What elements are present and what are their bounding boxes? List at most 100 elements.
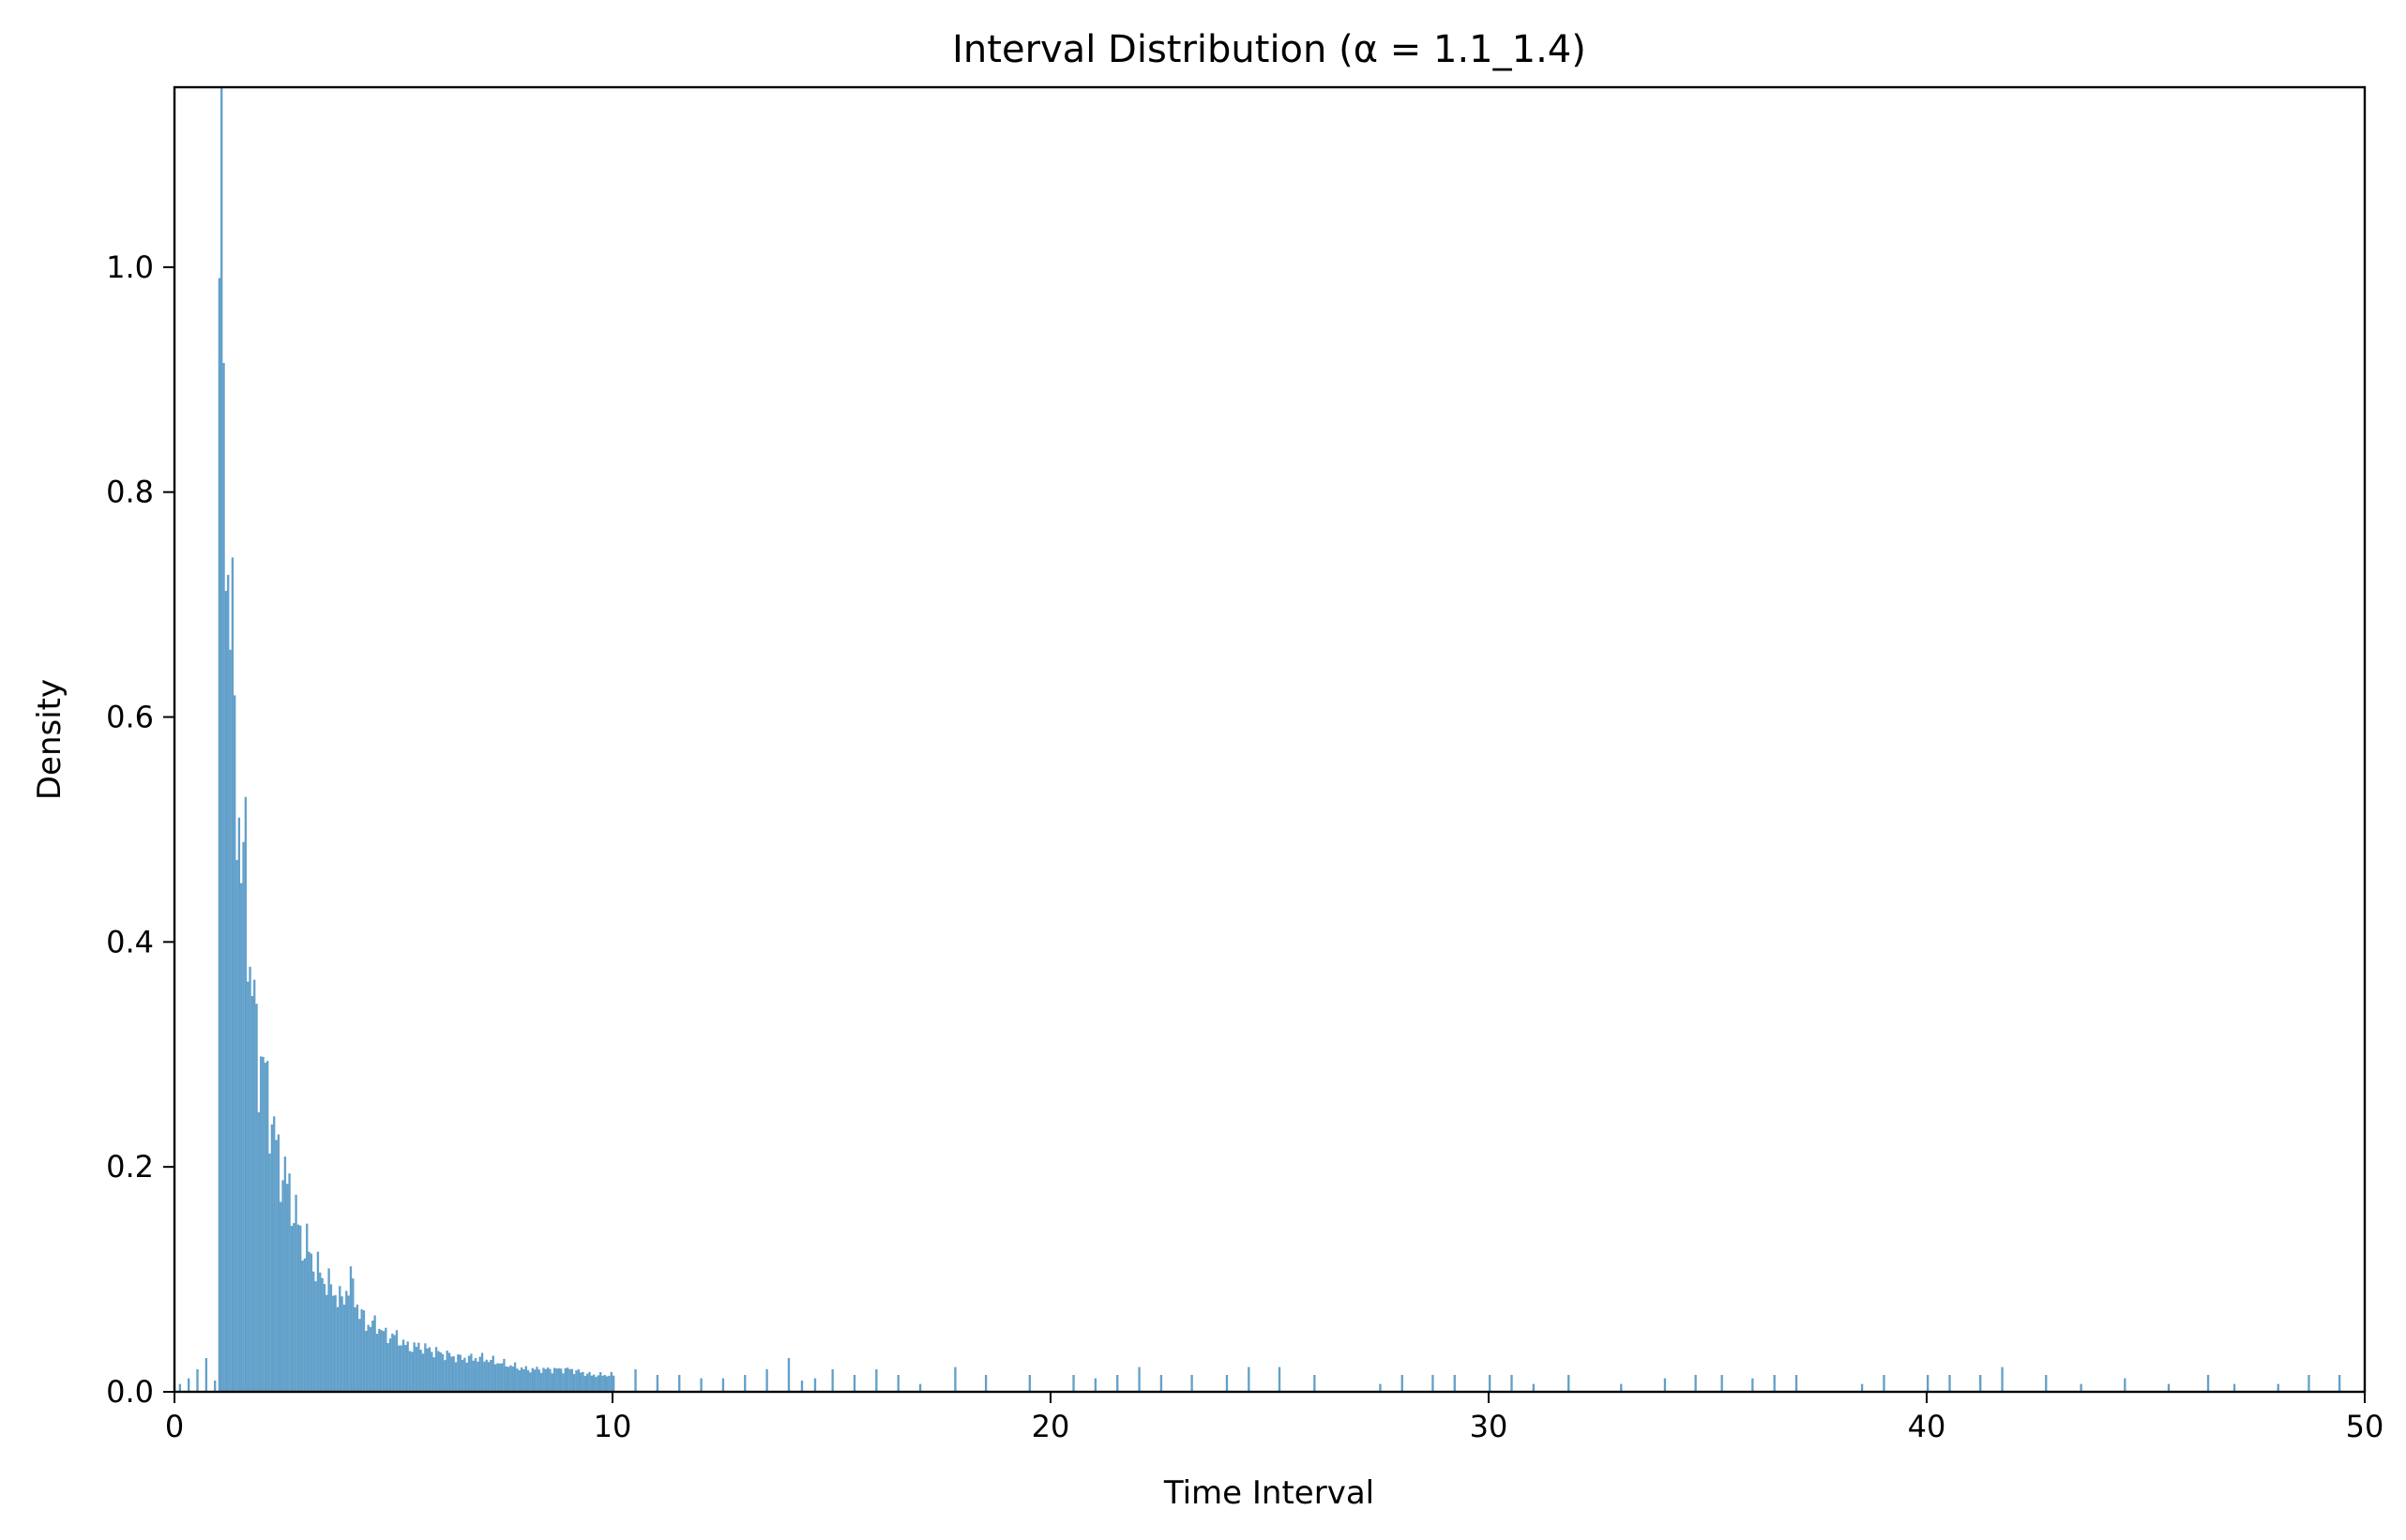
x-tick-label: 20 (1032, 1409, 1070, 1444)
histogram-bar (277, 1134, 280, 1392)
histogram-bar (247, 981, 250, 1392)
histogram-bar (954, 1366, 957, 1392)
x-tick-label: 0 (165, 1409, 184, 1444)
histogram-bar (413, 1342, 416, 1392)
histogram-bar (441, 1353, 445, 1392)
histogram-bar (447, 1352, 451, 1392)
histogram-bar (575, 1370, 578, 1392)
histogram-bar (280, 1201, 282, 1392)
histogram-bar (472, 1360, 475, 1392)
histogram-bar (257, 1111, 261, 1392)
histogram-bar (321, 1277, 324, 1392)
histogram-bar (524, 1366, 527, 1392)
histogram-bar (380, 1330, 383, 1392)
histogram-bar (520, 1366, 523, 1392)
histogram-bar (450, 1356, 453, 1392)
histogram-bar (349, 1266, 353, 1392)
histogram-bar (509, 1365, 512, 1392)
histogram-bar (2338, 1375, 2341, 1392)
histogram-bar (404, 1345, 407, 1392)
histogram-bar (459, 1354, 462, 1392)
histogram-bar (426, 1348, 429, 1392)
histogram-bar (1751, 1378, 1754, 1392)
histogram-bar (457, 1354, 460, 1392)
histogram-bar (401, 1339, 405, 1392)
histogram-bar (369, 1326, 372, 1392)
histogram-bar (296, 1224, 300, 1392)
histogram-bar (656, 1375, 659, 1392)
histogram-bar (275, 1140, 278, 1392)
histogram-bar (378, 1328, 381, 1392)
histogram-bar (332, 1295, 335, 1392)
histogram-bar (454, 1362, 458, 1392)
histogram-bar (1431, 1375, 1434, 1392)
histogram-bar (505, 1366, 507, 1392)
histogram-bar (235, 859, 238, 1392)
histogram-bar (744, 1375, 747, 1392)
histogram-bar (1138, 1366, 1141, 1392)
histogram-bar (518, 1369, 521, 1392)
histogram-bar (415, 1346, 418, 1392)
histogram-bar (1927, 1375, 1929, 1392)
histogram-bar (424, 1343, 427, 1392)
histogram-bar (1720, 1375, 1723, 1392)
histogram-bar (1094, 1378, 1097, 1392)
histogram-bar (227, 574, 230, 1392)
histogram-bar (1773, 1375, 1776, 1392)
histogram-bar (1453, 1375, 1456, 1392)
histogram-bar (342, 1304, 346, 1392)
histogram-bar (721, 1378, 725, 1392)
histogram-bar (437, 1351, 440, 1392)
histogram-bar (552, 1367, 556, 1392)
histogram-bar (1190, 1375, 1193, 1392)
histogram-bar (218, 278, 221, 1393)
histogram-bar (582, 1371, 584, 1392)
histogram-bar (222, 363, 225, 1392)
histogram-bar (434, 1347, 438, 1392)
histogram-bar (800, 1381, 804, 1392)
histogram-bar (897, 1375, 900, 1392)
y-tick-label: 0.2 (106, 1149, 154, 1185)
histogram-bar (329, 1284, 333, 1392)
histogram-bar (477, 1361, 479, 1392)
histogram-bar (463, 1357, 466, 1392)
histogram-bar (613, 1375, 615, 1392)
histogram-bar (1860, 1383, 1864, 1392)
histogram-bar (1116, 1375, 1119, 1392)
histogram-bar (603, 1375, 606, 1392)
histogram-bar (323, 1283, 326, 1392)
histogram-bar (522, 1368, 525, 1392)
histogram-bar (1532, 1383, 1536, 1392)
histogram-bar (493, 1364, 497, 1392)
histogram-bar (406, 1341, 409, 1392)
histogram-bar (1159, 1375, 1163, 1392)
histogram-bar (220, 87, 223, 1392)
histogram-bar (1278, 1366, 1281, 1392)
histogram-bar (444, 1360, 446, 1392)
histogram-bar (214, 1381, 217, 1392)
histogram-bar (336, 1306, 340, 1392)
histogram-bar (503, 1358, 506, 1392)
chart-title: Interval Distribution (α = 1.1_1.4) (952, 28, 1586, 71)
histogram-bar (478, 1356, 481, 1392)
histogram-bar (339, 1286, 341, 1392)
histogram-bar (606, 1376, 609, 1392)
histogram-bar (408, 1351, 412, 1392)
histogram-bar (234, 695, 236, 1392)
histogram-bar (310, 1253, 313, 1392)
histogram-bar (480, 1352, 484, 1392)
histogram-bar (487, 1362, 491, 1392)
histogram-bar (340, 1296, 343, 1392)
histogram-bar (544, 1368, 547, 1392)
histogram-bar (1510, 1375, 1513, 1392)
histogram-bar (417, 1342, 420, 1392)
histogram-bar (446, 1351, 448, 1392)
histogram-bar (2232, 1383, 2236, 1392)
histogram-bar (490, 1360, 492, 1392)
histogram-bar (356, 1305, 359, 1392)
histogram-bar (2080, 1383, 2082, 1392)
histogram-bar (365, 1331, 368, 1392)
histogram-bar (579, 1372, 583, 1392)
histogram-bar (1248, 1366, 1250, 1392)
histogram-bar (264, 1063, 267, 1392)
